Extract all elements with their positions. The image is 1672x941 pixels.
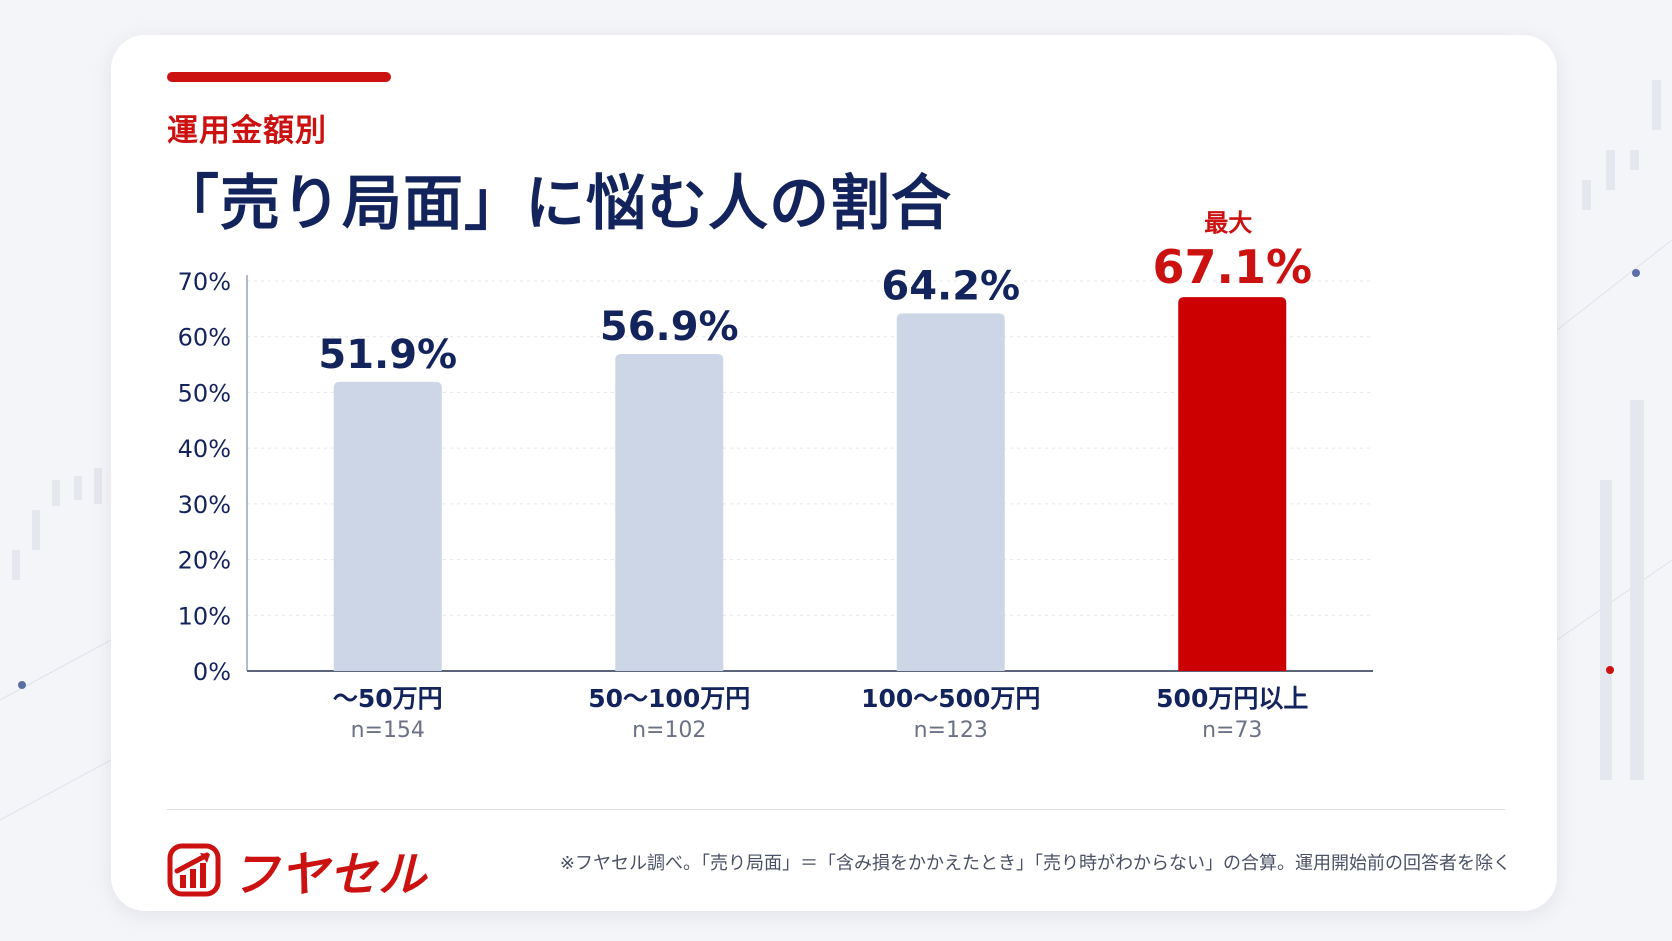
bar (333, 381, 442, 671)
x-category-label: 100〜500万円 (861, 684, 1040, 713)
bar (896, 313, 1005, 671)
highlight-badge: 最大 (1204, 209, 1252, 237)
y-tick-label: 10% (178, 602, 231, 630)
chart-title: 「売り局面」に悩む人の割合 (159, 169, 952, 239)
sample-size-label: n=73 (1202, 718, 1262, 743)
x-category-label: 〜50万円 (333, 684, 443, 713)
sample-size-label: n=123 (914, 718, 988, 743)
bar-chart: 0% 10% 20% 30% 40% 50% 60% 70% 51.9% 〜50万円 n=154 56… (178, 209, 1373, 743)
bar (1178, 297, 1287, 671)
chart-card: 運用金額別 「売り局面」に悩む人の割合 0% 10% 20% 30% 40% 50% 60%… (111, 35, 1557, 911)
accent-bar (167, 72, 391, 82)
bar-value-label: 64.2% (881, 263, 1020, 309)
y-tick-label: 20% (178, 547, 231, 575)
y-tick-label: 60% (178, 324, 231, 352)
brand-name: フヤセル (231, 847, 428, 903)
rising-chart-icon (167, 843, 221, 897)
x-category-label: 50〜100万円 (588, 684, 750, 713)
x-category-label: 500万円以上 (1156, 684, 1308, 713)
bar (615, 353, 724, 671)
bar-value-label: 67.1% (1152, 240, 1312, 294)
bar-value-label: 56.9% (600, 304, 739, 350)
y-tick-label: 0% (193, 658, 231, 686)
sample-size-label: n=102 (632, 718, 706, 743)
chart-subtitle: 運用金額別 (167, 113, 327, 149)
y-tick-label: 70% (178, 268, 231, 296)
y-tick-label: 40% (178, 435, 231, 463)
footer-divider (167, 809, 1505, 810)
bar-value-label: 51.9% (318, 332, 457, 378)
sample-size-label: n=154 (351, 718, 425, 743)
y-tick-label: 30% (178, 491, 231, 519)
y-tick-label: 50% (178, 379, 231, 407)
brand-logo: フヤセル (167, 835, 427, 905)
footnote: ※フヤセル調べ。「売り局面」＝「含み損をかかえたとき」「売り時がわからない」の合… (559, 853, 1511, 874)
